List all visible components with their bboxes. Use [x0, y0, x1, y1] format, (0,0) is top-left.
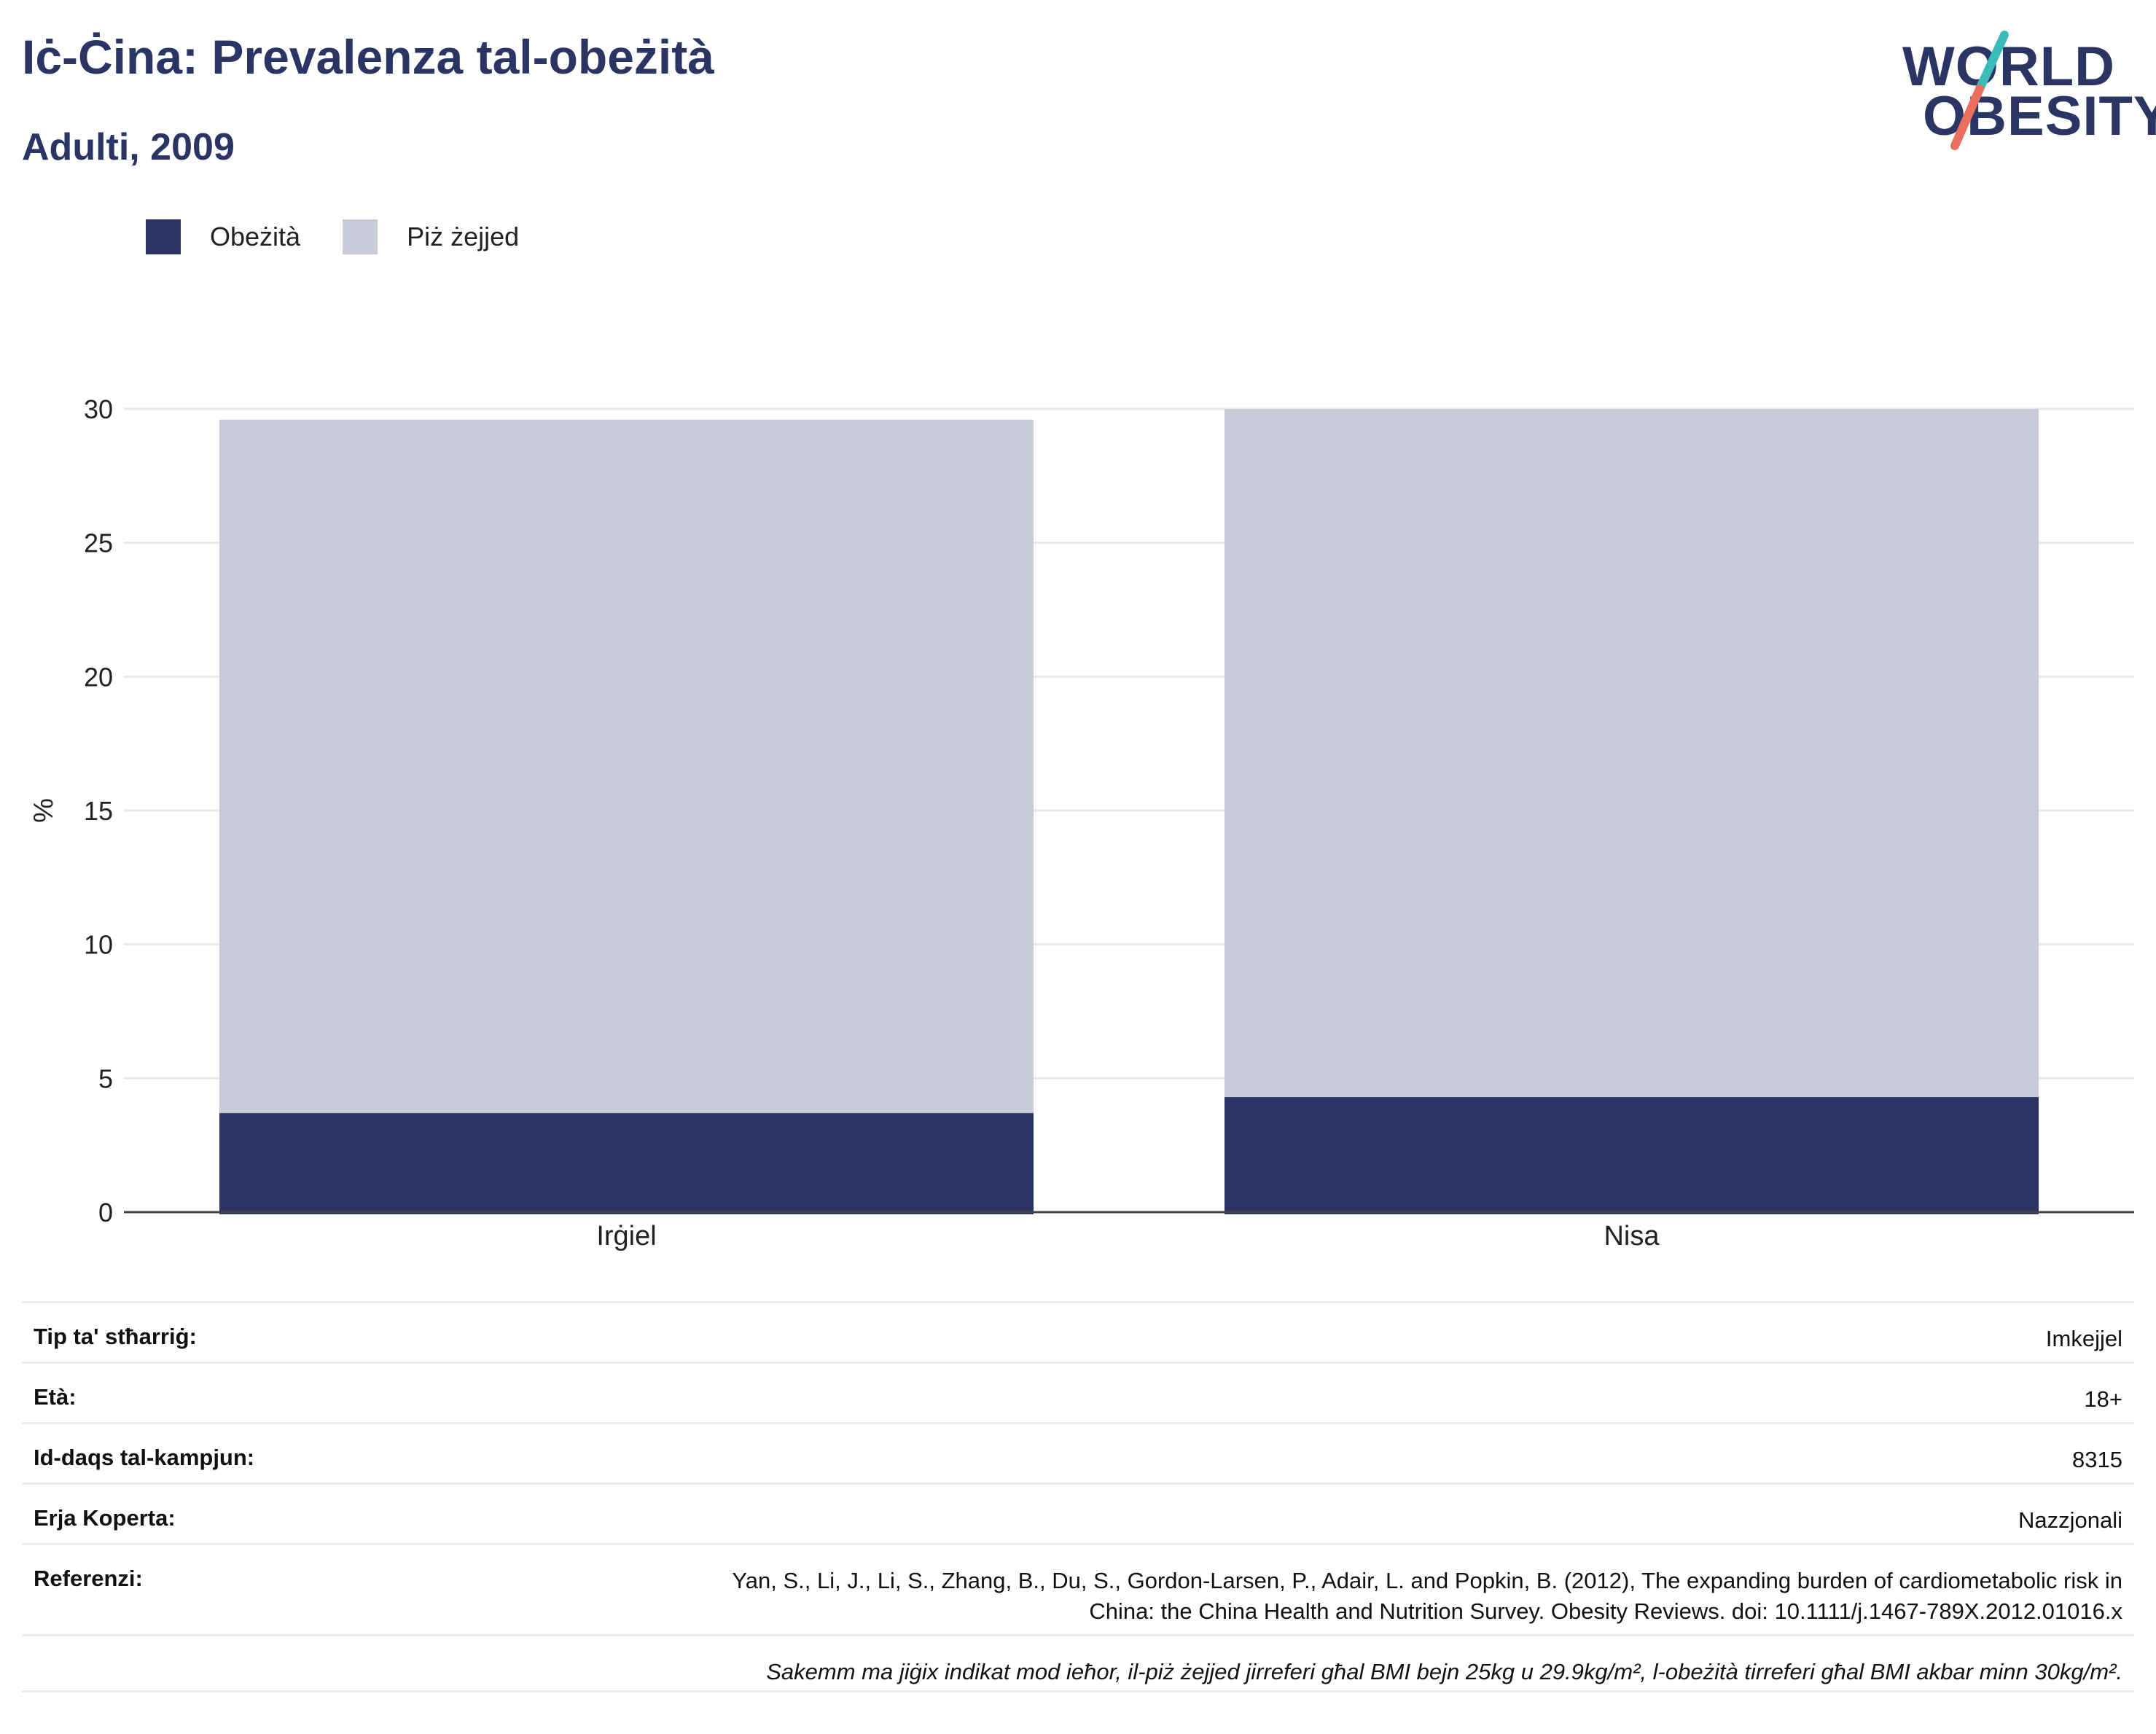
info-label: Tip ta' stħarriġ:: [34, 1324, 197, 1349]
info-label: Erja Koperta:: [34, 1505, 176, 1531]
reference-text: Yan, S., Li, J., Li, S., Zhang, B., Du, …: [732, 1545, 2122, 1634]
y-tick-label: 5: [98, 1063, 113, 1093]
reference-line-2: China: the China Health and Nutrition Su…: [1089, 1598, 2122, 1624]
info-row-note: Sakemm ma jiġix indikat mod ieħor, il-pi…: [22, 1634, 2134, 1692]
bar-obesity-0: [219, 1113, 1034, 1214]
legend-label-overweight: Piż żejjed: [407, 222, 520, 251]
legend-item-obesity: Obeżità: [146, 219, 300, 254]
info-value: 8315: [2072, 1447, 2122, 1472]
info-label: Età:: [34, 1384, 77, 1410]
info-value: 18+: [2084, 1386, 2122, 1412]
page-subtitle: Adulti, 2009: [22, 126, 235, 168]
info-row-age: Età: 18+: [22, 1362, 2134, 1422]
info-value: Nazzjonali: [2018, 1507, 2122, 1533]
logo-slash-icon: [1950, 31, 2009, 150]
x-tick-label: Nisa: [1604, 1221, 1660, 1251]
world-obesity-logo: WORLD OBESITY: [1902, 29, 2156, 157]
y-tick-label: 10: [84, 930, 113, 960]
legend-swatch-obesity: [146, 219, 181, 254]
y-axis-label: %: [28, 798, 59, 823]
y-tick-label: 0: [98, 1198, 113, 1227]
bar-overweight-1: [1225, 409, 2039, 1098]
logo-text-line1: WORLD: [1902, 36, 2116, 98]
info-row-area-covered: Erja Koperta: Nazzjonali: [22, 1483, 2134, 1543]
y-tick-label: 20: [84, 662, 113, 692]
info-row-sample-size: Id-daqs tal-kampjun: 8315: [22, 1422, 2134, 1483]
y-tick-label: 25: [84, 528, 113, 558]
definition-note: Sakemm ma jiġix indikat mod ieħor, il-pi…: [766, 1659, 2122, 1684]
chart-legend: Obeżità Piż żejjed: [146, 219, 561, 255]
info-row-references: Referenzi: Yan, S., Li, J., Li, S., Zhan…: [22, 1543, 2134, 1634]
info-label: Referenzi:: [34, 1566, 143, 1591]
x-tick-label: Irġiel: [596, 1221, 656, 1251]
bar-obesity-1: [1225, 1097, 2039, 1214]
survey-info-table: Tip ta' stħarriġ: Imkejjel Età: 18+ Id-d…: [22, 1301, 2134, 1692]
y-tick-label: 30: [84, 394, 113, 424]
legend-label-obesity: Obeżità: [210, 222, 301, 251]
page-title: Iċ-Ċina: Prevalenza tal-obeżità: [22, 30, 714, 84]
bar-chart: 0 5 10 15 20 25 30% Irġiel Nisa: [28, 394, 2134, 1251]
bar-overweight-0: [219, 419, 1034, 1114]
info-value: Imkejjel: [2045, 1326, 2122, 1351]
y-tick-label: 15: [84, 796, 113, 826]
legend-item-overweight: Piż żejjed: [343, 219, 519, 254]
legend-swatch-overweight: [343, 219, 378, 254]
info-row-survey-type: Tip ta' stħarriġ: Imkejjel: [22, 1301, 2134, 1362]
reference-line-1: Yan, S., Li, J., Li, S., Zhang, B., Du, …: [732, 1568, 2122, 1593]
info-label: Id-daqs tal-kampjun:: [34, 1445, 255, 1470]
